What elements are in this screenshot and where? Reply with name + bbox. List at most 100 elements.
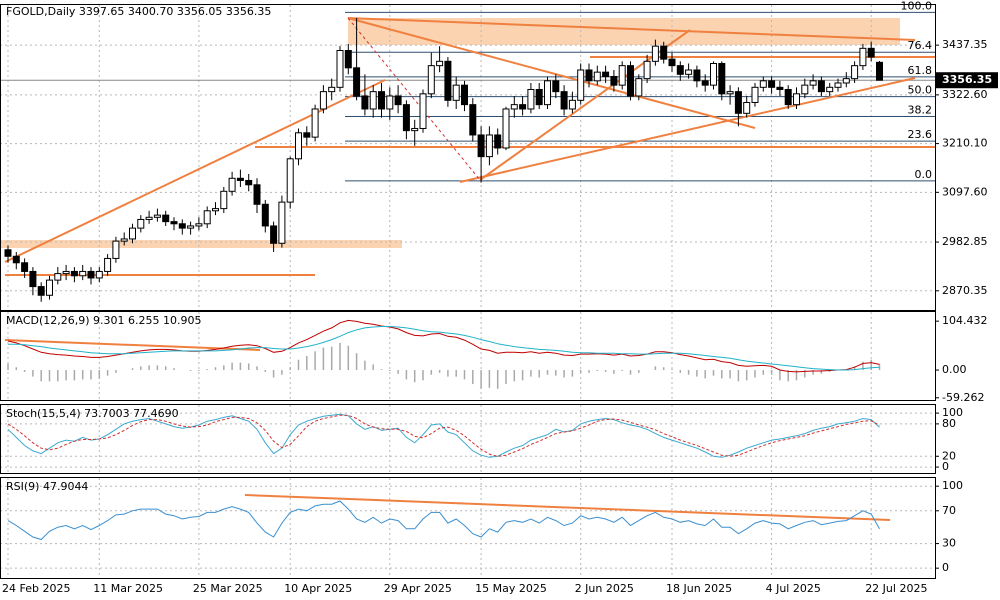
candle-body (693, 69, 701, 82)
macd-histogram-bar (405, 370, 408, 380)
macd-histogram-bar (687, 370, 690, 375)
candle-body (402, 104, 410, 132)
candle-body (768, 80, 776, 88)
candle-body (95, 270, 103, 279)
candle-body (311, 108, 319, 138)
candle-body (145, 216, 153, 220)
candle-body (676, 65, 684, 75)
candle-body (618, 65, 626, 86)
candle-body (502, 108, 510, 149)
y-tick-label: 80 (942, 417, 956, 430)
macd-histogram-bar (40, 370, 42, 382)
macd-histogram-bar (372, 364, 374, 371)
macd-histogram-bar (364, 360, 366, 371)
x-tick-label: 25 Mar 2025 (193, 582, 263, 595)
macd-histogram-bar (853, 366, 856, 371)
macd-histogram-bar (289, 367, 291, 371)
y-tick-label: 20 (942, 449, 956, 462)
macd-histogram-bar (389, 370, 391, 371)
candle-body (344, 49, 352, 69)
candle-body (793, 93, 800, 106)
panel-frame (0, 311, 936, 401)
fib-label: 61.8 (908, 64, 933, 77)
candle-body (602, 71, 610, 77)
macd-histogram-bar (696, 370, 698, 377)
macd-histogram-bar (7, 363, 9, 371)
candle-body (79, 270, 87, 277)
macd-histogram-bar (795, 370, 798, 381)
data-layer: 3356.35 (4, 17, 998, 541)
candle-body (270, 225, 278, 244)
macd-histogram-bar (463, 370, 466, 380)
frames (0, 4, 936, 579)
candle-body (436, 60, 444, 67)
macd-histogram-bar (638, 370, 640, 373)
macd-histogram-bar (579, 370, 582, 373)
candle-body (527, 88, 535, 110)
candle-body (627, 65, 634, 97)
y-tick-label: 2982.85 (942, 235, 988, 248)
macd-histogram-bar (820, 370, 823, 374)
macd-histogram-bar (737, 370, 740, 382)
candle-body (585, 69, 593, 82)
macd-histogram-bar (530, 370, 532, 377)
macd-histogram-bar (787, 370, 789, 382)
y-tick-label: 3210.10 (942, 137, 988, 150)
macd-histogram-bar (422, 370, 424, 381)
y-tick-label: 3097.60 (942, 185, 988, 198)
candle-body (643, 60, 651, 80)
macd-histogram-bar (712, 370, 715, 376)
fib-label: 23.6 (908, 128, 933, 141)
candle-body (743, 101, 751, 114)
macd-histogram-bar (521, 370, 524, 381)
candle-body (112, 240, 120, 259)
macd-histogram-bar (156, 365, 159, 371)
candle-body (228, 177, 236, 192)
macd-histogram-bar (513, 370, 516, 382)
macd-histogram-bar (198, 370, 200, 371)
macd-histogram-bar (106, 370, 109, 376)
candle-body (87, 270, 95, 279)
fib-label: 38.2 (908, 104, 933, 117)
candle-body (759, 80, 767, 88)
macd-histogram-bar (555, 370, 557, 376)
candle-body (826, 86, 834, 93)
macd-histogram-bar (662, 367, 665, 371)
macd-histogram-bar (505, 370, 507, 385)
candle-body (120, 238, 128, 242)
candle-body (419, 93, 427, 129)
candle-body (726, 91, 734, 95)
candle-body (776, 86, 784, 90)
candle-body (660, 45, 668, 60)
candle-body (552, 80, 560, 93)
macd-histogram-bar (397, 370, 399, 374)
macd-histogram-bar (23, 370, 26, 372)
macd-histogram-bar (148, 365, 150, 371)
macd-histogram-bar (472, 370, 474, 385)
candle-body (303, 132, 311, 138)
candle-body (295, 132, 302, 160)
y-tick-label: 0.00 (942, 363, 967, 376)
macd-histogram-bar (281, 370, 283, 375)
macd-histogram-bar (239, 362, 242, 371)
fib-label: 100.0 (901, 0, 933, 12)
macd-histogram-bar (546, 370, 549, 375)
panel-title: MACD(12,26,9) 9.301 6.255 10.905 (6, 314, 202, 327)
macd-histogram-bar (596, 370, 599, 371)
panel-frame (0, 477, 936, 579)
macd-histogram-bar (812, 370, 814, 375)
candle-body (162, 214, 170, 223)
candle-body (195, 223, 203, 227)
candle-body (378, 91, 385, 110)
indicator-line (7, 319, 880, 373)
macd-histogram-bar (90, 370, 92, 380)
trendline (347, 17, 916, 41)
candle-body (817, 80, 825, 93)
macd-histogram-bar (272, 370, 275, 378)
candle-body (560, 91, 568, 110)
macd-histogram-bar (721, 370, 723, 379)
macd-histogram-bar (729, 370, 731, 379)
candle-body (701, 80, 709, 86)
candle-body (187, 225, 195, 229)
